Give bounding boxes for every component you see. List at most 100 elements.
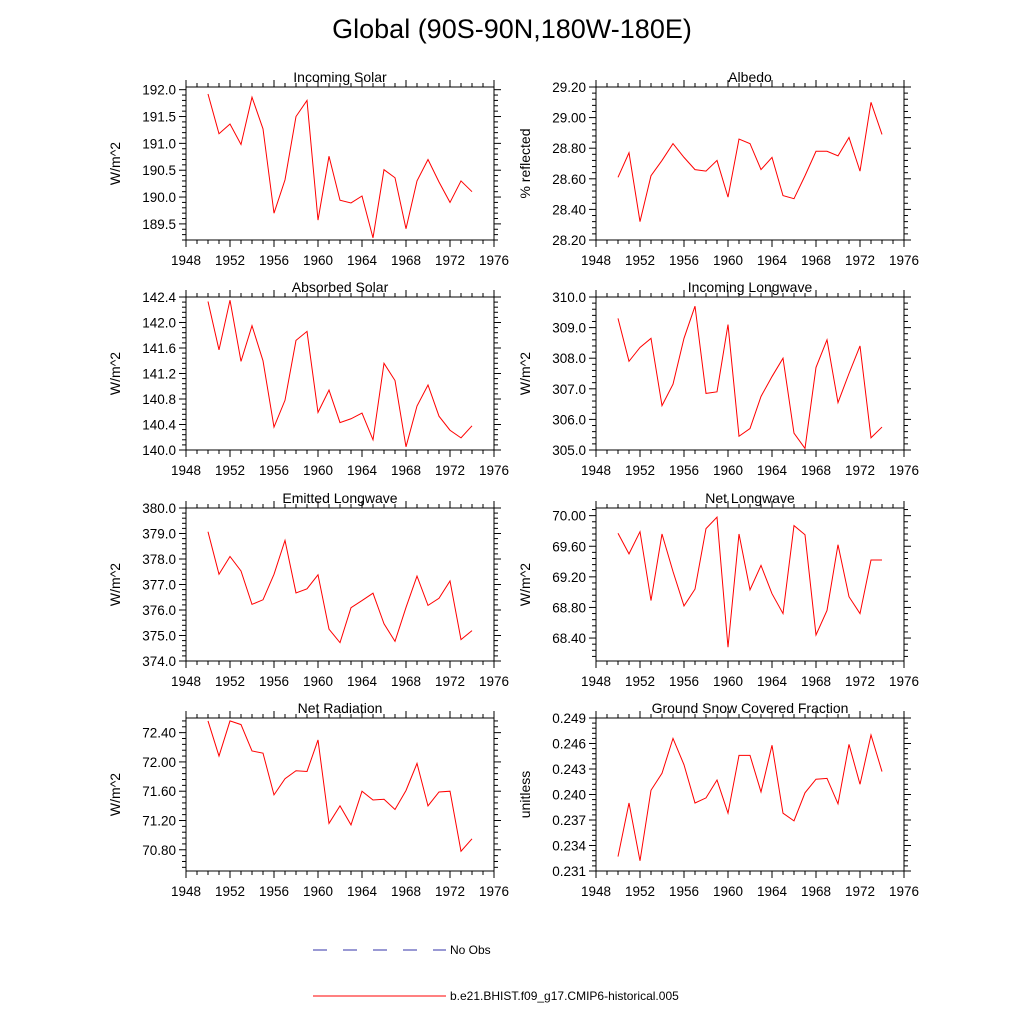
y-tick-label: 141.2	[142, 367, 176, 382]
x-tick-label: 1976	[889, 253, 919, 268]
y-tick-label: 378.0	[142, 552, 176, 567]
y-tick-label: 191.0	[142, 136, 176, 151]
y-tick-label: 29.20	[552, 80, 586, 95]
panel-incoming-longwave: Incoming Longwave W/m^2 1948 1952 1956 1960 19…	[517, 279, 919, 478]
series-line-model	[617, 733, 883, 861]
panel-title: Net Longwave	[705, 490, 795, 506]
y-axis-label: unitless	[517, 771, 533, 818]
x-tick-label: 1964	[757, 463, 788, 478]
y-tick-label: 375.0	[142, 629, 176, 644]
y-axis-label: W/m^2	[107, 142, 123, 185]
x-tick-label: 1972	[435, 463, 465, 478]
y-tick-label: 70.00	[552, 509, 586, 524]
x-tick-label: 1972	[845, 463, 875, 478]
plot-frame	[595, 507, 905, 662]
y-tick-label: 0.231	[552, 864, 586, 879]
x-tick-label: 1964	[757, 884, 788, 899]
y-tick-label: 190.5	[142, 163, 176, 178]
legend-label: b.e21.BHIST.f09_g17.CMIP6-historical.005	[450, 989, 679, 1003]
y-tick-label: 70.80	[142, 843, 176, 858]
x-tick-label: 1960	[303, 253, 333, 268]
y-tick-label: 71.60	[142, 784, 176, 799]
y-tick-label: 28.20	[552, 233, 586, 248]
panel-title: Incoming Solar	[293, 69, 387, 85]
y-tick-label: 141.6	[142, 341, 176, 356]
series-line-model	[617, 516, 882, 648]
y-tick-label: 379.0	[142, 527, 176, 542]
y-tick-label: 0.249	[552, 711, 586, 726]
x-tick-label: 1948	[581, 884, 611, 899]
y-tick-label: 0.246	[552, 737, 586, 752]
x-tick-label: 1952	[215, 253, 245, 268]
y-tick-label: 0.240	[552, 788, 586, 803]
series-line-model	[617, 306, 883, 450]
y-tick-label: 307.0	[552, 382, 586, 397]
x-tick-label: 1976	[479, 253, 509, 268]
y-tick-label: 308.0	[552, 351, 586, 366]
x-tick-label: 1956	[259, 674, 289, 689]
x-tick-label: 1964	[347, 463, 378, 478]
x-tick-label: 1948	[171, 463, 201, 478]
x-tick-label: 1972	[845, 674, 875, 689]
x-tick-label: 1972	[435, 884, 465, 899]
x-tick-label: 1948	[581, 253, 611, 268]
x-tick-label: 1952	[625, 463, 655, 478]
y-axis-label: % reflected	[517, 128, 533, 198]
y-tick-label: 306.0	[552, 412, 586, 427]
x-tick-label: 1952	[215, 463, 245, 478]
x-tick-label: 1960	[303, 884, 333, 899]
plot-frame	[185, 717, 495, 872]
y-tick-label: 72.00	[142, 755, 176, 770]
y-tick-label: 69.20	[552, 570, 586, 585]
x-tick-label: 1976	[889, 674, 919, 689]
x-tick-label: 1960	[303, 463, 333, 478]
y-tick-label: 192.0	[142, 83, 176, 98]
x-tick-label: 1956	[259, 253, 289, 268]
y-tick-label: 142.0	[142, 316, 176, 331]
y-tick-label: 72.40	[142, 726, 176, 741]
y-tick-label: 142.4	[142, 290, 176, 305]
x-tick-label: 1952	[625, 253, 655, 268]
series-line-model	[207, 531, 473, 644]
y-tick-label: 140.4	[142, 418, 176, 433]
series-line-model	[207, 93, 473, 238]
x-tick-label: 1968	[391, 253, 421, 268]
x-tick-label: 1968	[391, 884, 421, 899]
series-line-model	[207, 300, 473, 447]
panel-title: Net Radiation	[298, 700, 383, 716]
y-tick-label: 376.0	[142, 603, 176, 618]
x-tick-label: 1960	[713, 463, 743, 478]
plot-frame	[185, 86, 495, 241]
panel-absorbed-solar: Absorbed Solar W/m^2 1948 1952 1956 1960 1964 1…	[107, 279, 509, 478]
y-tick-label: 68.40	[552, 631, 586, 646]
y-axis-label: W/m^2	[107, 352, 123, 395]
x-tick-label: 1948	[581, 674, 611, 689]
y-tick-label: 191.5	[142, 110, 176, 125]
y-axis-label: W/m^2	[517, 352, 533, 395]
x-tick-label: 1968	[391, 674, 421, 689]
y-axis-label: W/m^2	[517, 563, 533, 606]
x-tick-label: 1956	[259, 463, 289, 478]
x-tick-label: 1960	[713, 884, 743, 899]
figure-title: Global (90S-90N,180W-180E)	[332, 14, 692, 44]
x-tick-label: 1972	[435, 253, 465, 268]
panel-title: Albedo	[728, 69, 772, 85]
y-tick-label: 0.234	[552, 839, 586, 854]
x-tick-label: 1956	[669, 674, 699, 689]
panel-ground-snow-covered-fraction: Ground Snow Covered Fraction unitless 1948…	[517, 700, 919, 899]
y-tick-label: 189.5	[142, 217, 176, 232]
x-tick-label: 1948	[171, 674, 201, 689]
x-tick-label: 1976	[479, 674, 509, 689]
legend-label: No Obs	[450, 943, 491, 957]
y-tick-label: 68.80	[552, 600, 586, 615]
x-tick-label: 1948	[581, 463, 611, 478]
series-line-model	[617, 102, 883, 222]
x-tick-label: 1976	[889, 884, 919, 899]
x-tick-label: 1956	[669, 463, 699, 478]
x-tick-label: 1952	[625, 674, 655, 689]
y-tick-label: 380.0	[142, 501, 176, 516]
panel-net-longwave: Net Longwave W/m^2 1948 1952 1956 1960 1964 196…	[517, 490, 919, 689]
y-tick-label: 190.0	[142, 190, 176, 205]
x-tick-label: 1976	[889, 463, 919, 478]
